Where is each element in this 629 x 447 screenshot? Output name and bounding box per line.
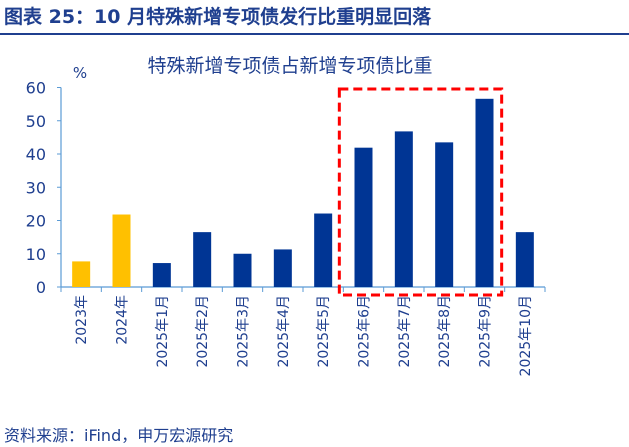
highlight-box [337, 87, 504, 297]
y-axis-unit: % [73, 64, 87, 82]
figure-title: 图表 25：10 月特殊新增专项债发行比重明显回落 [4, 6, 432, 28]
x-tick-label: 2025年5月 [316, 295, 332, 368]
y-tick-label: 40 [26, 145, 46, 164]
bar-2025年6月 [354, 147, 373, 287]
y-tick-label: 20 [26, 212, 46, 231]
x-tick-label: 2025年6月 [357, 295, 373, 368]
bar-2025年2月 [193, 232, 212, 287]
x-tick-label: 2025年2月 [195, 295, 211, 368]
bar-2025年9月 [475, 98, 494, 288]
x-tick-label: 2024年 [115, 295, 131, 345]
bar-2025年8月 [435, 142, 454, 287]
source-note: 资料来源：iFind，申万宏源研究 [4, 426, 234, 445]
x-tick-label: 2025年9月 [478, 295, 494, 368]
bar-2025年10月 [515, 232, 534, 287]
x-tick-label: 2025年3月 [236, 295, 252, 368]
bar-2025年3月 [233, 253, 252, 287]
y-tick-label: 0 [36, 278, 46, 297]
bar-2025年7月 [394, 131, 413, 287]
x-tick-label: 2023年 [74, 295, 90, 345]
x-tick-label: 2025年4月 [276, 295, 292, 368]
y-tick-label: 10 [26, 245, 46, 264]
x-tick-label: 2025年8月 [437, 295, 453, 368]
x-tick-label: 2025年10月 [518, 295, 534, 376]
bar-2023年 [72, 261, 91, 287]
y-tick-label: 30 [26, 178, 46, 197]
x-tick-label: 2025年1月 [155, 295, 171, 368]
bar-2025年5月 [314, 213, 333, 287]
x-tick-label: 2025年7月 [397, 295, 413, 368]
bar-2025年1月 [152, 263, 171, 287]
bar-2025年4月 [273, 249, 292, 287]
y-tick-label: 60 [26, 79, 46, 98]
bar-2024年 [112, 214, 131, 287]
y-tick-label: 50 [26, 112, 46, 131]
title-divider [0, 33, 629, 35]
chart-title: 特殊新增专项债占新增专项债比重 [147, 55, 432, 77]
